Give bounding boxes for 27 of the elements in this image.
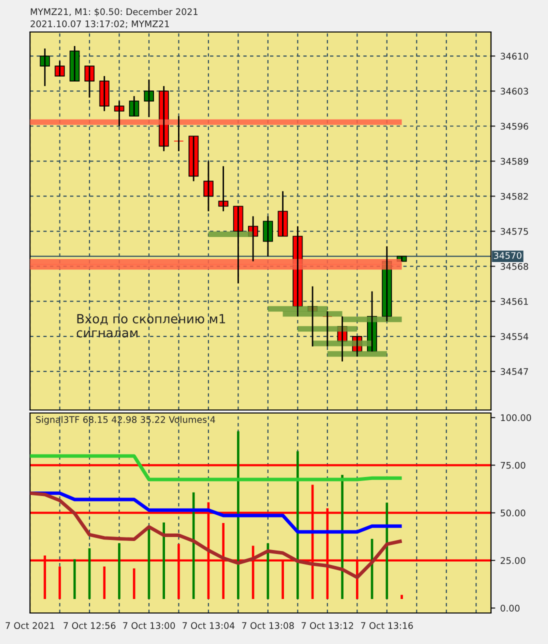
y-tick-label: 34596	[500, 122, 528, 130]
y-tick-label: 34582	[500, 192, 528, 200]
annotation: Вход по скоплению м1 сигналам	[76, 314, 226, 338]
y-tick-label: 34554	[500, 333, 528, 340]
x-tick-label: 7 Oct 13:12	[302, 622, 354, 630]
x-tick-label: 7 Oct 13:00	[123, 622, 175, 630]
x-tick-label: 7 Oct 2021	[6, 622, 54, 630]
chart-title: MYMZ21, M1: $0.50: December 2021	[30, 8, 198, 16]
y-tick-label: 34561	[500, 298, 528, 305]
chart-subtitle: 2021.10.07 13:17:02; MYMZ21	[30, 20, 169, 28]
x-tick-label: 7 Oct 12:56	[64, 622, 116, 630]
y-tick-label: 34568	[500, 263, 528, 270]
y-tick-label: 34603	[500, 88, 528, 95]
x-tick-label: 7 Oct 13:04	[182, 622, 234, 630]
y-tick-label: 75.00	[500, 462, 526, 469]
chart-title: Signal3TF 68.15 42.98 35.22 Volumes 4	[36, 416, 216, 425]
x-tick-label: 7 Oct 13:08	[242, 622, 294, 630]
y-tick-label: 34547	[500, 368, 528, 376]
y-tick-label: 25.00	[500, 557, 526, 564]
y-tick-label: 34575	[500, 228, 528, 235]
y-tick-label: 34589	[500, 158, 528, 165]
y-tick-label: 0.00	[500, 604, 520, 612]
y-tick-label: 34610	[500, 52, 528, 60]
y-tick-label: 100.00	[501, 414, 532, 422]
y-tick-label: 50.00	[500, 510, 526, 516]
ref-line-label: 34570	[494, 252, 522, 259]
x-tick-label: 7 Oct 13:16	[361, 622, 413, 630]
